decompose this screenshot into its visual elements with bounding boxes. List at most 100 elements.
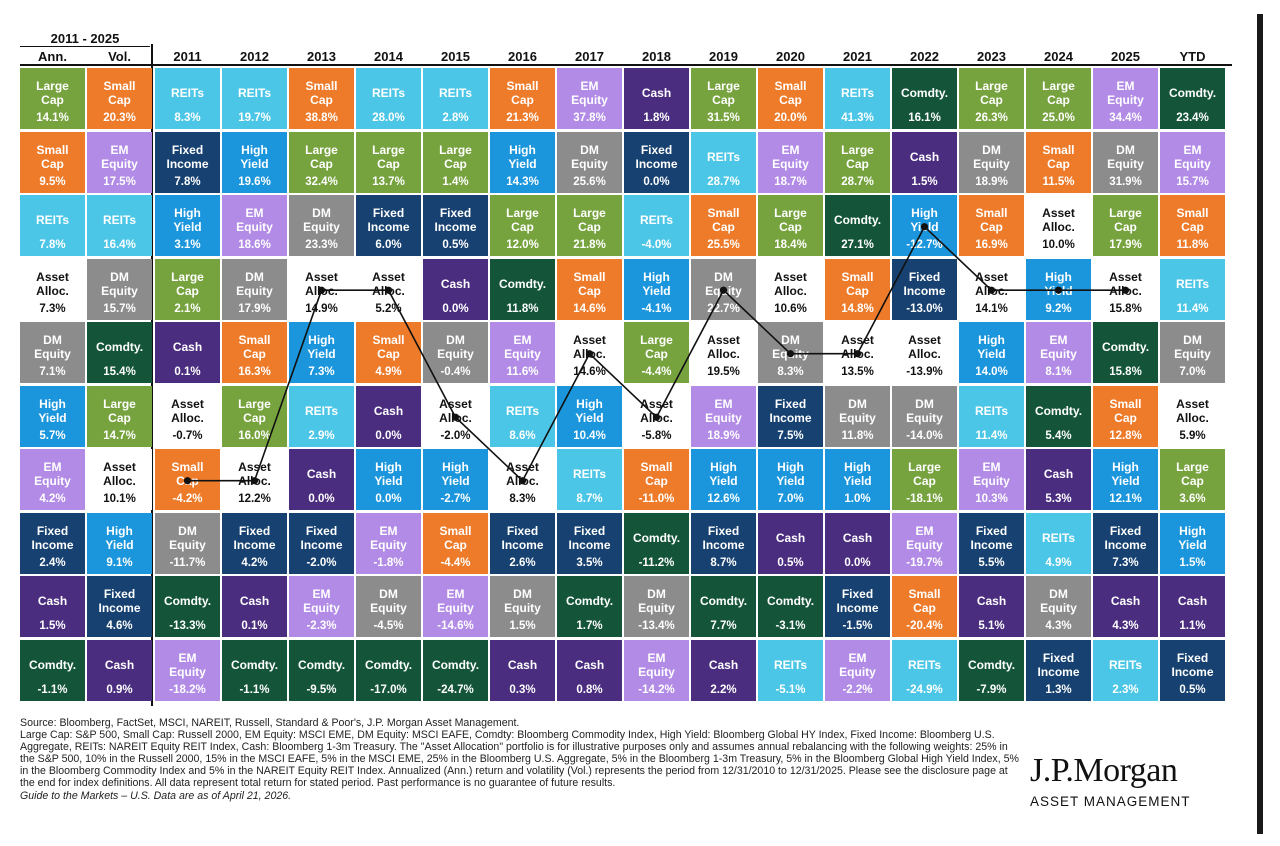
return-value: 27.1% <box>841 239 874 251</box>
asset-class-label: EM Equity <box>34 460 71 488</box>
asset-class-label: Cash <box>842 530 873 545</box>
return-value: -11.0% <box>638 493 675 505</box>
return-cell-2014-dm-equity: DM Equity -4.5% <box>356 576 421 637</box>
return-cell-2021-large-cap: Large Cap 28.7% <box>825 131 890 193</box>
return-cell-2024-small-cap: Small Cap 11.5% <box>1026 131 1091 193</box>
return-cell-2012-comdty: Comdty. -1.1% <box>222 639 287 701</box>
asset-class-label: REITs <box>1175 276 1210 291</box>
return-value: 0.1% <box>174 366 201 378</box>
return-value: 5.4% <box>1045 429 1072 442</box>
return-cell-2018-large-cap: Large Cap -4.4% <box>624 322 689 383</box>
return-value: -19.7% <box>906 556 943 569</box>
asset-class-label: Small Cap <box>1042 142 1075 171</box>
asset-class-label: Cash <box>1043 467 1074 481</box>
return-value: 11.8% <box>841 429 874 442</box>
asset-class-label: Cash <box>37 594 68 608</box>
return-cell-2014-fixed-income: Fixed Income 6.0% <box>356 195 421 256</box>
return-cell-2020-fixed-income: Fixed Income 7.5% <box>758 385 823 447</box>
return-cell-ytd-dm-equity: DM Equity 7.0% <box>1160 322 1225 383</box>
asset-class-label: Small Cap <box>506 79 539 107</box>
asset-class-label: Asset Alloc. <box>707 333 740 361</box>
return-value: 10.0% <box>1042 239 1075 251</box>
asset-class-label: EM Equity <box>571 79 608 107</box>
asset-class-label: Small Cap <box>103 79 136 107</box>
return-cell-2023-dm-equity: DM Equity 18.9% <box>959 131 1024 193</box>
return-cell-ann-small-cap: Small Cap 9.5% <box>20 131 85 193</box>
return-cell-2017-dm-equity: DM Equity 25.6% <box>557 131 622 193</box>
asset-class-label: High Yield <box>240 142 269 171</box>
header-rule <box>20 64 1232 66</box>
asset-class-label: REITs <box>974 403 1009 418</box>
asset-class-label: Cash <box>1177 594 1208 608</box>
return-cell-2021-reits: REITs 41.3% <box>825 68 890 129</box>
asset-class-label: DM Equity <box>705 269 742 298</box>
asset-class-label: Cash <box>172 340 203 354</box>
return-value: -5.1% <box>775 683 806 696</box>
return-value: -2.0% <box>440 429 471 442</box>
asset-class-label: Large Cap <box>841 142 874 171</box>
return-cell-2013-asset-alloc: Asset Alloc. 14.9% <box>289 258 354 320</box>
return-value: 2.4% <box>39 556 66 569</box>
asset-class-label: Cash <box>976 594 1007 608</box>
asset-class-label: High Yield <box>1178 523 1207 552</box>
return-value: 7.0% <box>777 493 804 505</box>
return-value: 14.6% <box>573 366 606 378</box>
return-value: -14.0% <box>906 429 943 442</box>
return-value: -17.0% <box>370 683 407 696</box>
return-value: 9.1% <box>106 556 133 569</box>
asset-class-label: Comdty. <box>565 594 614 608</box>
asset-class-label: Small Cap <box>238 333 271 361</box>
return-value: 0.0% <box>308 493 335 505</box>
return-value: 18.6% <box>238 239 271 251</box>
asset-class-label: Large Cap <box>774 206 807 234</box>
asset-class-label: Fixed Income <box>434 206 477 234</box>
return-value: 4.3% <box>1045 620 1072 632</box>
return-cell-2014-reits: REITs 28.0% <box>356 68 421 129</box>
asset-class-label: Fixed Income <box>300 523 343 552</box>
return-value: 14.8% <box>841 302 874 315</box>
return-cell-2015-large-cap: Large Cap 1.4% <box>423 131 488 193</box>
asset-class-label: Fixed Income <box>568 523 611 552</box>
return-cell-2023-large-cap: Large Cap 26.3% <box>959 68 1024 129</box>
return-cell-2022-em-equity: EM Equity -19.7% <box>892 512 957 574</box>
asset-class-label: REITs <box>35 213 70 227</box>
return-cell-2012-reits: REITs 19.7% <box>222 68 287 129</box>
asset-class-label: Large Cap <box>103 396 136 425</box>
return-cell-2014-large-cap: Large Cap 13.7% <box>356 131 421 193</box>
return-cell-2015-comdty: Comdty. -24.7% <box>423 639 488 701</box>
return-cell-2011-small-cap: Small Cap -4.2% <box>155 449 220 510</box>
asset-class-label: Large Cap <box>506 206 539 234</box>
return-cell-2024-high-yield: High Yield 9.2% <box>1026 258 1091 320</box>
return-cell-vol-comdty: Comdty. 15.4% <box>87 322 152 383</box>
return-cell-2015-dm-equity: DM Equity -0.4% <box>423 322 488 383</box>
return-cell-2023-em-equity: EM Equity 10.3% <box>959 449 1024 510</box>
return-value: 7.5% <box>777 429 804 442</box>
return-value: 11.8% <box>1176 239 1209 251</box>
return-cell-2025-asset-alloc: Asset Alloc. 15.8% <box>1093 258 1158 320</box>
return-value: 23.3% <box>305 239 338 251</box>
return-cell-vol-em-equity: EM Equity 17.5% <box>87 131 152 193</box>
asset-class-label: DM Equity <box>839 396 876 425</box>
return-value: 12.2% <box>238 493 271 505</box>
asset-class-label: Comdty. <box>28 657 77 672</box>
asset-class-label: Fixed Income <box>233 523 276 552</box>
return-value: 10.4% <box>573 429 606 442</box>
asset-class-label: Asset Alloc. <box>238 460 271 488</box>
asset-class-label: Fixed Income <box>98 587 141 615</box>
asset-class-label: High Yield <box>642 269 671 298</box>
return-value: 12.6% <box>707 493 740 505</box>
return-value: 4.6% <box>106 620 133 632</box>
return-cell-2022-small-cap: Small Cap -20.4% <box>892 576 957 637</box>
asset-class-label: Cash <box>775 530 806 545</box>
return-cell-2018-high-yield: High Yield -4.1% <box>624 258 689 320</box>
period-range-underline <box>20 46 150 47</box>
return-cell-2015-fixed-income: Fixed Income 0.5% <box>423 195 488 256</box>
asset-class-label: EM Equity <box>169 650 206 679</box>
return-value: 8.7% <box>576 493 603 505</box>
return-value: 0.9% <box>106 683 133 696</box>
return-cell-ytd-small-cap: Small Cap 11.8% <box>1160 195 1225 256</box>
return-value: 5.9% <box>1179 429 1206 442</box>
return-cell-2017-small-cap: Small Cap 14.6% <box>557 258 622 320</box>
asset-class-label: Fixed Income <box>769 396 812 425</box>
return-value: 18.4% <box>774 239 807 251</box>
